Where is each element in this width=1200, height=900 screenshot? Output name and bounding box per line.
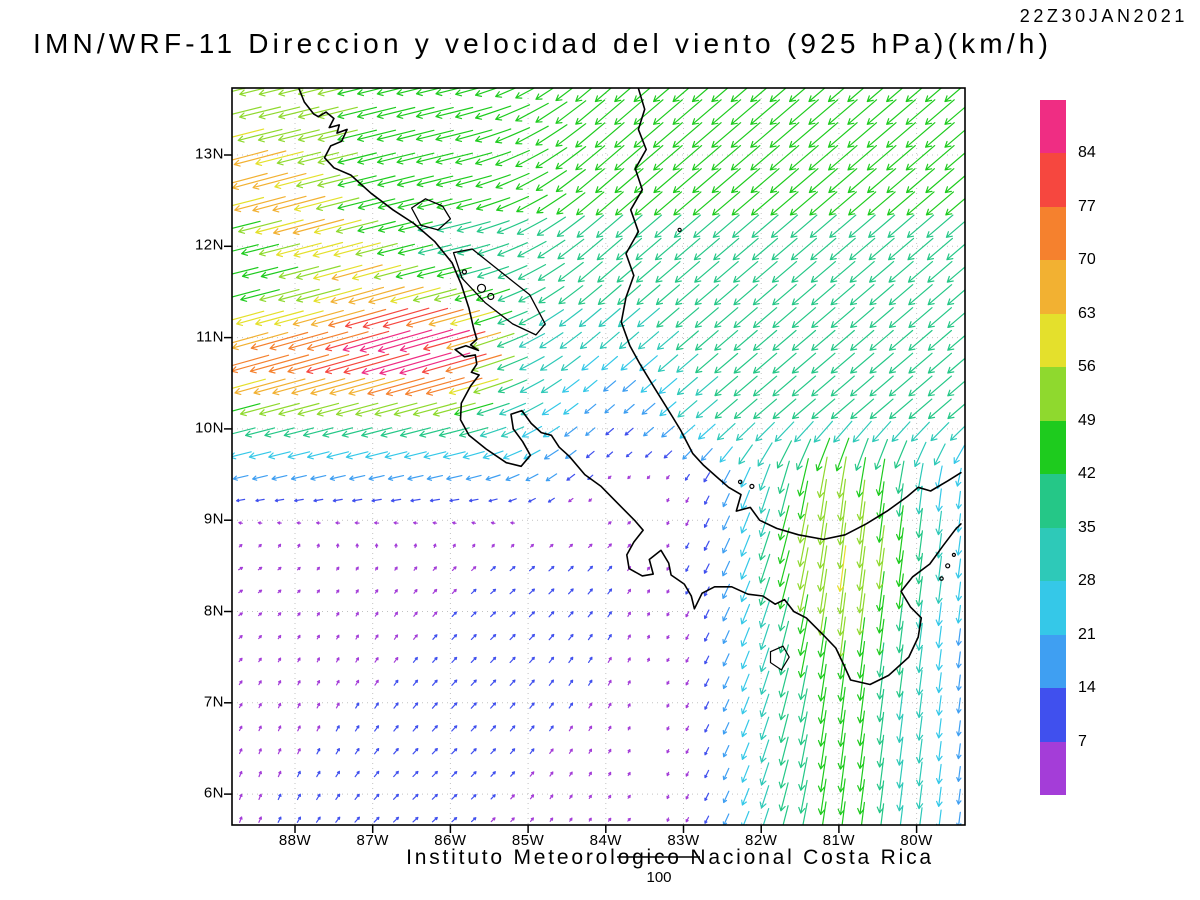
island-outline-0	[476, 283, 487, 293]
coastline-caribbean	[620, 88, 962, 541]
wind-arrows-bin-12	[342, 329, 471, 376]
valid-time: 22Z30JAN2021	[1019, 6, 1188, 26]
lat-label-12N: 12N	[194, 236, 224, 254]
reference-vector-value: 100	[646, 869, 672, 886]
colorbar-value-14: 14	[1078, 679, 1096, 697]
speed-colorbar	[1040, 100, 1066, 796]
axis-tick-layer	[224, 154, 918, 833]
colorbar-swatch-13	[1040, 100, 1066, 154]
coastline-pacific	[298, 88, 962, 686]
colorbar-value-63: 63	[1078, 304, 1096, 322]
island-outline-5	[737, 479, 743, 485]
lon-label-88W: 88W	[278, 832, 312, 849]
lat-label-6N: 6N	[203, 784, 224, 802]
colorbar-swatch-5	[1040, 527, 1066, 582]
wind-arrows-bin-8	[232, 128, 847, 592]
lat-label-11N: 11N	[196, 328, 224, 346]
coastline-layer	[298, 88, 962, 686]
wind-arrows-bin-3	[232, 355, 965, 825]
wind-vector-layer	[232, 88, 965, 825]
colorbar-swatch-4	[1040, 581, 1066, 635]
wind-arrows-bin-5	[232, 214, 965, 825]
colorbar-value-42: 42	[1078, 465, 1096, 483]
lake-managua-outline	[410, 198, 452, 231]
colorbar-swatch-2	[1040, 688, 1066, 742]
colorbar-value-49: 49	[1078, 411, 1096, 429]
island-outline-1	[487, 292, 495, 301]
colorbar-value-35: 35	[1078, 518, 1096, 536]
gridlines-layer	[232, 88, 965, 825]
lat-label-10N: 10N	[194, 419, 224, 437]
colorbar-swatch-9	[1040, 313, 1066, 368]
lat-label-9N: 9N	[203, 510, 224, 528]
island-outline-8	[951, 552, 957, 558]
colorbar-value-56: 56	[1078, 358, 1096, 376]
colorbar-swatch-12	[1040, 153, 1066, 207]
colorbar-value-7: 7	[1078, 732, 1087, 750]
wind-arrows-bin-0	[238, 475, 690, 823]
wind-arrows-bin-2	[232, 380, 962, 825]
lon-label-84W: 84W	[589, 832, 622, 849]
colorbar-swatch-10	[1040, 260, 1066, 314]
wind-arrows-bin-4	[479, 307, 965, 825]
lat-label-7N: 7N	[203, 693, 224, 711]
colorbar-swatch-6	[1040, 474, 1066, 528]
wind-arrows-bin-6	[232, 88, 965, 825]
island-outline-6	[945, 563, 951, 569]
chart-title: IMN/WRF-11 Direccion y velocidad del vie…	[33, 28, 1053, 59]
colorbar-value-77: 77	[1078, 197, 1096, 215]
lon-label-86W: 86W	[434, 832, 467, 849]
lon-label-83W: 83W	[667, 832, 700, 849]
lat-label-8N: 8N	[203, 602, 224, 620]
colorbar-value-84: 84	[1078, 144, 1096, 162]
wind-arrows-bin-9	[232, 150, 502, 396]
wind-arrows-bin-10	[232, 308, 502, 397]
lon-label-85W: 85W	[511, 832, 545, 849]
colorbar-swatch-11	[1040, 206, 1066, 261]
map-frame	[231, 87, 966, 826]
lon-label-87W: 87W	[356, 832, 389, 849]
lon-label-82W: 82W	[745, 832, 778, 849]
island-outline-2	[461, 269, 467, 275]
wind-arrows-bin-11	[306, 307, 487, 375]
colorbar-swatch-1	[1040, 741, 1066, 796]
wind-arrows-bin-7	[232, 88, 885, 658]
colorbar-value-21: 21	[1078, 625, 1096, 643]
colorbar-swatch-3	[1040, 634, 1066, 689]
institute-credit: Instituto Meteorologico Nacional Costa R…	[406, 846, 934, 869]
island-outline-7	[939, 576, 944, 581]
lon-label-80W: 80W	[900, 832, 933, 849]
colorbar-value-70: 70	[1078, 251, 1096, 269]
lake-nicaragua-outline	[452, 248, 546, 336]
coiba-island-outline	[769, 645, 790, 671]
island-outline-4	[749, 483, 755, 489]
lon-label-81W: 81W	[822, 832, 856, 849]
wind-arrows-bin-1	[236, 427, 711, 824]
colorbar-swatch-8	[1040, 367, 1066, 421]
lat-label-13N: 13N	[194, 145, 224, 163]
colorbar-swatch-7	[1040, 420, 1066, 475]
colorbar-value-28: 28	[1078, 572, 1096, 590]
island-outline-3	[677, 227, 682, 233]
